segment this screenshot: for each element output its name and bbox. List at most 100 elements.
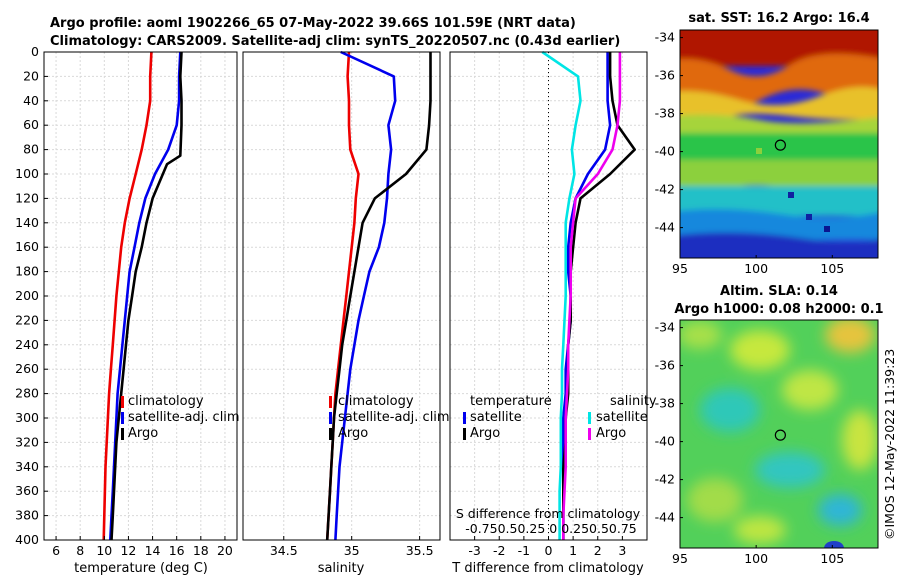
x-tick-label: 1 [569, 543, 577, 558]
sla-map: 95 100 105 -34 -36 -38 -40 -42 -44 [655, 319, 879, 566]
x-tick-label: 34.5 [270, 543, 298, 558]
x-tick-label: 16 [169, 543, 185, 558]
sla-map-axes: 95 100 105 -34 -36 -38 -40 -42 -44 [655, 320, 845, 566]
series-line-argo [325, 52, 432, 541]
y-tick-label: 300 [15, 410, 39, 425]
legend-swatch-satellite-adj [329, 412, 332, 424]
y-tick-label: -38 [655, 106, 675, 121]
x-tick-label: 95 [672, 551, 688, 566]
y-tick-label: 400 [15, 532, 39, 547]
plot-frame [242, 51, 441, 541]
sst-map: 95 100 105 -34 -36 -38 -40 -42 -44 [655, 29, 879, 276]
legend-label-s-argo: Argo [596, 426, 626, 441]
y-tick-label: -34 [655, 320, 675, 335]
x-tick-label: 100 [744, 261, 768, 276]
sst-map-title: sat. SST: 16.2 Argo: 16.4 [688, 11, 869, 26]
y-tick-label: 340 [15, 459, 39, 474]
x-tick-label: -2 [493, 543, 505, 558]
temperature-profile-panel: 6 8 10 12 14 16 18 2002040608010012014016018020… [15, 44, 238, 576]
y-tick-label: 40 [23, 93, 39, 108]
difference-profile-panel: -3 -2 -1 0 1 2 3 T difference from climatology [449, 50, 648, 576]
y-tick-label: -44 [655, 510, 675, 525]
x-tick-label: 20 [217, 543, 233, 558]
y-tick-label: 280 [15, 386, 39, 401]
x-tick-label: 105 [820, 261, 844, 276]
legend-title-salinity: salinity [610, 394, 657, 409]
y-tick-label: 260 [15, 361, 39, 376]
legend-swatch-climatology [121, 396, 124, 408]
legend-label-t-argo: Argo [470, 426, 500, 441]
legend-label-satellite-adj: satellite-adj. clim [338, 410, 450, 425]
y-tick-label: 80 [23, 142, 39, 157]
credit-label: ©IMOS 12-May-2022 11:39:23 [882, 349, 897, 540]
series-line-climatology [102, 51, 153, 541]
series-line-satellite-adj-clim [334, 50, 397, 541]
x-tick-label: 105 [820, 551, 844, 566]
legend-swatch-argo [329, 428, 332, 440]
y-tick-label: 180 [15, 264, 39, 279]
y-tick-label: -36 [655, 68, 675, 83]
figure-title-line1: Argo profile: aoml 1902266_65 07-May-202… [50, 16, 576, 31]
legend-label-t-satellite: satellite [470, 410, 522, 425]
difference-legend: temperature salinity satellite Argo sate… [463, 394, 657, 441]
y-tick-label: 320 [15, 434, 39, 449]
salinity-legend: climatology satellite-adj. clim Argo [329, 394, 450, 441]
s-difference-axis-label: S difference from climatology [456, 506, 641, 521]
sla-map-title-line2: Argo h1000: 0.08 h2000: 0.1 [674, 302, 883, 317]
legend-label-climatology: climatology [128, 394, 204, 409]
legend-label-satellite-adj: satellite-adj. clim [128, 410, 240, 425]
x-tick-label: 35 [344, 543, 360, 558]
y-tick-label: 220 [15, 312, 39, 327]
figure-title-line2: Climatology: CARS2009. Satellite-adj cli… [50, 34, 620, 49]
y-tick-label: 240 [15, 337, 39, 352]
x-tick-label: 3 [618, 543, 626, 558]
x-tick-label: 100 [744, 551, 768, 566]
legend-swatch-s-argo [588, 428, 591, 440]
y-tick-label: 120 [15, 190, 39, 205]
x-tick-label: 18 [193, 543, 209, 558]
y-tick-label: 60 [23, 117, 39, 132]
y-tick-label: -38 [655, 396, 675, 411]
y-tick-label: -40 [655, 144, 675, 159]
x-tick-label: 6 [52, 543, 60, 558]
argo-location-marker [774, 429, 786, 441]
y-tick-label: -42 [655, 182, 675, 197]
x-tick-label: 12 [120, 543, 136, 558]
legend-swatch-t-satellite [463, 412, 466, 424]
legend-swatch-satellite-adj [121, 412, 124, 424]
legend-swatch-s-satellite [588, 412, 591, 424]
x-axis-label: temperature (deg C) [74, 561, 208, 576]
sla-map-title-line1: Altim. SLA: 0.14 [720, 284, 838, 299]
y-tick-label: -34 [655, 30, 675, 45]
x-tick-label: 95 [672, 261, 688, 276]
legend-label-argo: Argo [128, 426, 158, 441]
legend-swatch-climatology [329, 396, 332, 408]
x-tick-label: 2 [594, 543, 602, 558]
x-tick-label: 14 [145, 543, 161, 558]
temperature-legend: climatology satellite-adj. clim Argo [121, 394, 240, 441]
x-axis-label: salinity [318, 561, 365, 576]
y-tick-label: 20 [23, 68, 39, 83]
y-tick-label: 160 [15, 239, 39, 254]
y-tick-label: -36 [655, 358, 675, 373]
legend-swatch-argo [121, 428, 124, 440]
series-line-s-satellite [541, 50, 582, 540]
x-tick-label: 10 [96, 543, 112, 558]
x-tick-label: 8 [76, 543, 84, 558]
y-tick-label: 100 [15, 166, 39, 181]
y-tick-label: 360 [15, 483, 39, 498]
legend-label-argo: Argo [338, 426, 368, 441]
legend-title-temperature: temperature [470, 394, 552, 409]
x-axis-label: T difference from climatology [451, 561, 644, 576]
argo-location-marker [774, 139, 786, 151]
sst-map-axes: 95 100 105 -34 -36 -38 -40 -42 -44 [655, 30, 845, 276]
y-tick-label: -44 [655, 220, 675, 235]
series-line-s-argo [561, 52, 622, 540]
y-tick-label: 380 [15, 508, 39, 523]
y-tick-label: -42 [655, 472, 675, 487]
legend-swatch-t-argo [463, 428, 466, 440]
y-tick-label: -40 [655, 434, 675, 449]
series-line-argo [110, 51, 183, 541]
x-tick-label: -3 [468, 543, 480, 558]
